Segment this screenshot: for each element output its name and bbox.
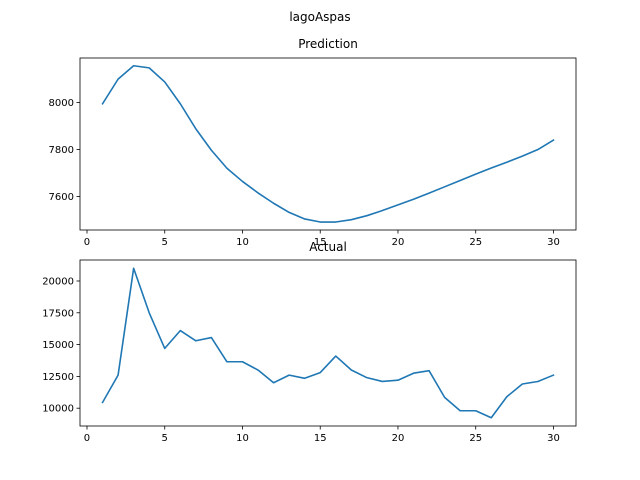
data-point — [179, 103, 181, 105]
data-point — [211, 337, 213, 339]
figure-suptitle: lagoAspas — [289, 10, 350, 24]
subplot-actual: 0 5 10 15 20 25 30 10000 12500 15000 17500 20000 Act… — [42, 240, 577, 444]
data-point — [413, 372, 415, 374]
data-point — [553, 374, 555, 376]
data-point — [164, 81, 166, 83]
subplot-title: Prediction — [298, 37, 358, 51]
data-point — [351, 219, 353, 221]
x-tick-label: 10 — [236, 433, 249, 444]
data-point — [459, 410, 461, 412]
x-tick-label: 25 — [469, 433, 482, 444]
data-point — [506, 396, 508, 398]
data-point — [242, 361, 244, 363]
data-point — [211, 149, 213, 151]
series-line — [101, 267, 555, 419]
x-tick-label: 5 — [162, 433, 168, 444]
x-tick-label: 30 — [547, 237, 560, 248]
y-tick-label: 7800 — [49, 145, 74, 156]
data-point — [102, 402, 104, 404]
data-point — [537, 149, 539, 151]
data-point — [226, 361, 228, 363]
data-point — [366, 377, 368, 379]
data-point — [117, 78, 119, 80]
data-point — [117, 374, 119, 376]
subplot-title: Actual — [309, 240, 347, 254]
data-point — [304, 378, 306, 380]
data-point — [397, 379, 399, 381]
data-point — [288, 374, 290, 376]
data-point — [553, 139, 555, 141]
data-point — [366, 215, 368, 217]
data-point — [133, 267, 135, 269]
y-tick-label: 20000 — [42, 276, 74, 287]
y-tick-label: 10000 — [42, 404, 74, 415]
data-point — [522, 155, 524, 157]
data-point — [226, 167, 228, 169]
data-point — [319, 372, 321, 374]
data-point — [179, 330, 181, 332]
data-point — [475, 410, 477, 412]
y-tick-label: 12500 — [42, 372, 74, 383]
data-point — [537, 381, 539, 383]
y-tick-label: 8000 — [49, 98, 74, 109]
data-point — [397, 204, 399, 206]
data-point — [148, 67, 150, 69]
data-point — [490, 417, 492, 419]
data-point — [133, 65, 135, 67]
data-point — [195, 340, 197, 342]
data-point — [475, 173, 477, 175]
data-point — [522, 383, 524, 385]
data-point — [257, 369, 259, 371]
data-point — [382, 381, 384, 383]
x-tick-label: 0 — [84, 237, 90, 248]
data-point — [257, 192, 259, 194]
data-point — [459, 180, 461, 182]
data-point — [335, 355, 337, 357]
data-point — [164, 348, 166, 350]
x-tick-label: 25 — [469, 237, 482, 248]
data-point — [288, 212, 290, 214]
data-point — [304, 218, 306, 220]
data-point — [195, 128, 197, 130]
data-point — [148, 312, 150, 314]
y-tick-label: 17500 — [42, 308, 74, 319]
data-point — [444, 397, 446, 399]
x-tick-label: 15 — [314, 433, 327, 444]
axes-frame — [79, 259, 577, 427]
x-tick-label: 0 — [84, 433, 90, 444]
data-point — [102, 103, 104, 105]
y-tick-label: 15000 — [42, 340, 74, 351]
y-tick-label: 7600 — [49, 192, 74, 203]
subplot-prediction: 0 5 10 15 20 25 30 7600 7800 8000 Prediction — [49, 37, 577, 248]
x-tick-label: 20 — [392, 433, 405, 444]
data-point — [413, 198, 415, 200]
x-tick-label: 30 — [547, 433, 560, 444]
data-point — [490, 167, 492, 169]
x-tick-label: 20 — [392, 237, 405, 248]
data-point — [382, 210, 384, 212]
data-point — [335, 221, 337, 223]
data-point — [444, 186, 446, 188]
x-tick-label: 10 — [236, 237, 249, 248]
axes-frame — [79, 57, 577, 231]
series-line — [101, 64, 555, 223]
data-point — [428, 370, 430, 372]
x-tick-label: 5 — [162, 237, 168, 248]
data-point — [273, 202, 275, 204]
data-point — [428, 192, 430, 194]
data-point — [242, 181, 244, 183]
x-tick-label: 15 — [314, 237, 327, 248]
data-point — [351, 369, 353, 371]
data-point — [506, 161, 508, 163]
data-point — [273, 382, 275, 384]
data-point — [319, 221, 321, 223]
